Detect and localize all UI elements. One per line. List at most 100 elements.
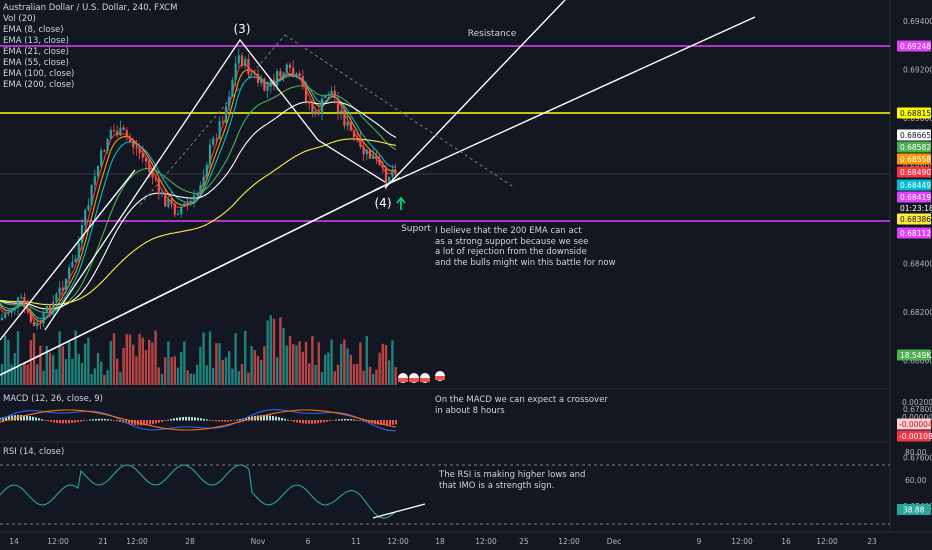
candle-body bbox=[122, 127, 125, 131]
volume-bar bbox=[349, 354, 352, 385]
volume-bar bbox=[55, 369, 58, 385]
indicator-legend-item[interactable]: EMA (8, close) bbox=[3, 25, 64, 35]
price-axis-tick: 0.68200 bbox=[903, 308, 932, 317]
candle-body bbox=[160, 192, 164, 195]
green-arrow-up-icon[interactable] bbox=[396, 196, 406, 210]
indicator-legend-item[interactable]: EMA (55, close) bbox=[3, 58, 69, 68]
legend-symbol[interactable]: Australian Dollar / U.S. Dollar, 240, FX… bbox=[3, 3, 178, 13]
channel-line[interactable] bbox=[0, 169, 136, 341]
candle-body bbox=[154, 177, 157, 179]
support-label[interactable]: Suport bbox=[401, 224, 431, 234]
price-tag[interactable] bbox=[897, 129, 931, 141]
volume-bar bbox=[125, 334, 128, 385]
indicator-legend-item[interactable]: EMA (200, close) bbox=[3, 80, 75, 90]
volume-bar bbox=[109, 340, 112, 385]
calendar-event-icon[interactable] bbox=[409, 373, 419, 383]
rsi-title[interactable]: RSI (14, close) bbox=[3, 447, 65, 457]
candle-body bbox=[295, 73, 298, 77]
indicator-legend-item[interactable]: Vol (20) bbox=[3, 14, 36, 24]
price-tag[interactable] bbox=[897, 153, 931, 165]
channel-line[interactable] bbox=[384, 0, 566, 189]
volume-bar bbox=[266, 320, 269, 385]
volume-bar bbox=[240, 364, 244, 385]
candle-body bbox=[244, 58, 247, 67]
price-tag[interactable] bbox=[897, 179, 931, 191]
price-tag[interactable] bbox=[897, 227, 931, 239]
calendar-event-icon[interactable] bbox=[435, 371, 445, 381]
macd-histogram-bar bbox=[164, 420, 166, 422]
price-tag[interactable] bbox=[897, 202, 931, 214]
candle-body bbox=[311, 103, 314, 114]
candle-body bbox=[359, 137, 362, 147]
rsi-note[interactable]: The RSI is making higher lows and that I… bbox=[439, 470, 586, 491]
rsi-line bbox=[0, 464, 397, 519]
macd-histogram-bar bbox=[152, 420, 154, 425]
volume-bar bbox=[330, 339, 333, 385]
macd-histogram-bar bbox=[236, 419, 238, 421]
wave-3-label[interactable]: (3) bbox=[234, 22, 251, 36]
candle-body bbox=[128, 136, 132, 142]
indicator-legend-item[interactable]: EMA (100, close) bbox=[3, 69, 75, 79]
candle-body bbox=[381, 164, 384, 168]
macd-tag[interactable] bbox=[897, 418, 931, 430]
macd-histogram-bar bbox=[107, 419, 109, 421]
macd-tag-text: -0.00004 bbox=[899, 420, 932, 429]
candle-body bbox=[112, 129, 116, 131]
candle-body bbox=[68, 267, 71, 279]
price-tag[interactable] bbox=[897, 213, 931, 225]
price-tag[interactable] bbox=[897, 40, 931, 52]
price-tag[interactable] bbox=[897, 141, 931, 153]
volume-bar bbox=[336, 364, 340, 385]
macd-histogram-bar bbox=[383, 420, 385, 426]
candle-body bbox=[135, 147, 138, 149]
volume-bar bbox=[106, 370, 109, 385]
candle-body bbox=[125, 130, 128, 137]
macd-histogram-bar bbox=[263, 415, 265, 421]
time-axis[interactable]: 14 12:00 21 12:00 28 Nov 6 11 12:00 18 12:00 25 12:0… bbox=[9, 537, 877, 546]
macd-histogram-bar bbox=[353, 419, 355, 421]
volume-bar bbox=[13, 353, 16, 385]
price-tag[interactable] bbox=[897, 191, 931, 203]
resistance-label[interactable]: Resistance bbox=[468, 29, 517, 39]
wave-4-label[interactable]: (4) bbox=[375, 196, 392, 210]
calendar-event-icon[interactable] bbox=[420, 373, 430, 383]
volume-bar bbox=[218, 343, 221, 385]
price-tag[interactable] bbox=[897, 107, 931, 119]
price-axis[interactable]: 0.694000.692000.690000.688000.686000.684… bbox=[897, 17, 932, 550]
macd-histogram-bar bbox=[47, 420, 49, 422]
indicator-legend-item[interactable]: EMA (13, close) bbox=[3, 36, 69, 46]
rsi-axis-tick: 60.00 bbox=[905, 476, 927, 485]
rsi-axis[interactable]: 80.00 60.00 38.88 bbox=[897, 448, 931, 515]
macd-histogram-bar bbox=[209, 419, 211, 421]
macd-histogram-bar bbox=[161, 420, 163, 422]
macd-histogram-bar bbox=[119, 420, 121, 423]
ema-note[interactable]: I believe that the 200 EMA can act as a … bbox=[435, 226, 616, 268]
rsi-tag[interactable] bbox=[897, 504, 931, 515]
macd-tag[interactable] bbox=[897, 430, 931, 442]
price-tag[interactable] bbox=[897, 349, 931, 361]
macd-note[interactable]: On the MACD we can expect a crossover in… bbox=[435, 395, 608, 416]
macd-histogram-bar bbox=[23, 415, 25, 421]
dashed-trendline[interactable] bbox=[284, 34, 516, 189]
candle-body bbox=[352, 130, 356, 138]
macd-title[interactable]: MACD (12, 26, close, 9) bbox=[3, 394, 103, 404]
time-axis-label: 9 bbox=[697, 537, 702, 546]
volume-bar bbox=[154, 330, 157, 385]
candle-body bbox=[212, 138, 215, 145]
dashed-trendline[interactable] bbox=[139, 34, 286, 206]
volume-bar bbox=[327, 352, 330, 385]
elliott-wave-path[interactable] bbox=[44, 38, 386, 331]
time-axis-label: 12:00 bbox=[816, 537, 838, 546]
calendar-event-icon[interactable] bbox=[398, 373, 408, 383]
candle-body bbox=[48, 305, 52, 314]
time-axis-label: 28 bbox=[185, 537, 195, 546]
volume-bar bbox=[32, 333, 36, 385]
macd-histogram-bar bbox=[92, 419, 94, 421]
support-trendline[interactable] bbox=[0, 177, 401, 376]
channel-line[interactable] bbox=[374, 16, 756, 191]
rsi-trendline[interactable] bbox=[372, 503, 426, 519]
price-tag[interactable] bbox=[897, 166, 931, 178]
indicator-legend-item[interactable]: EMA (21, close) bbox=[3, 47, 69, 57]
macd-axis[interactable]: 0.00200 0.00000-0.00004 -0.00108 bbox=[897, 398, 932, 442]
